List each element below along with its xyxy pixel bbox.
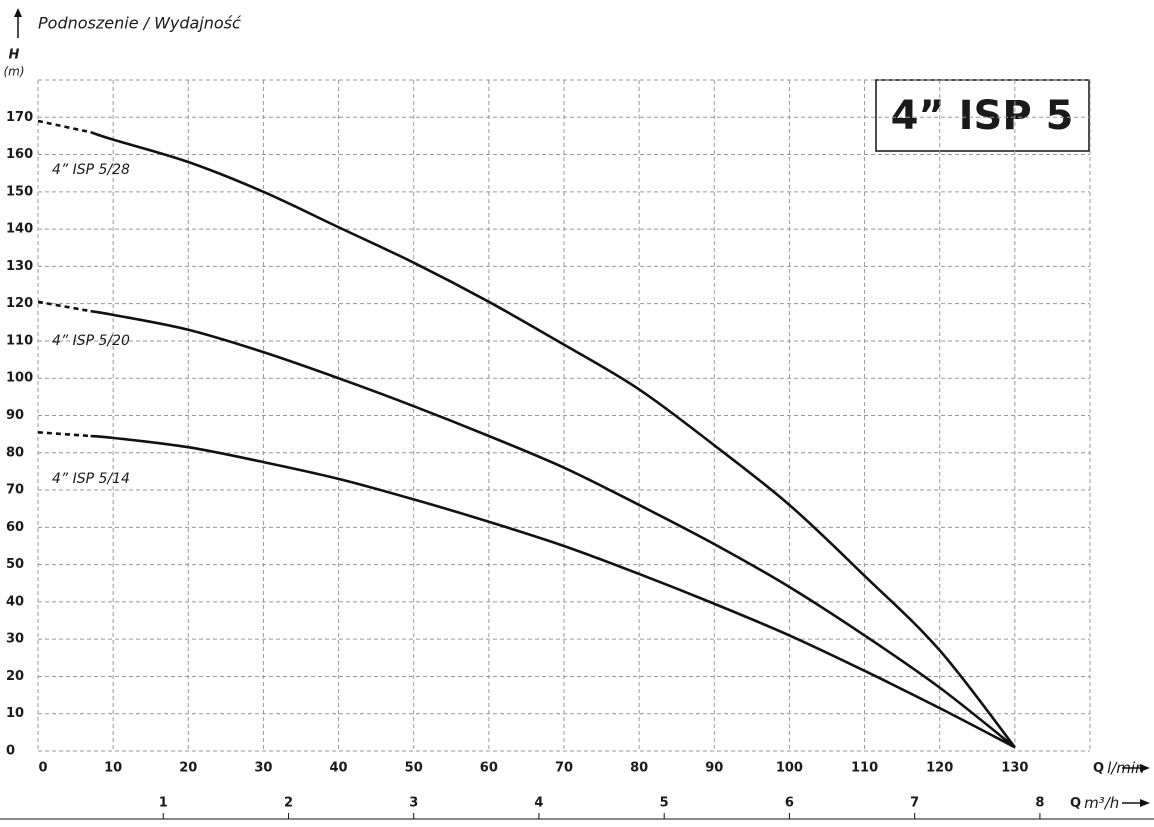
x2-tick-label: 7 [910, 796, 919, 811]
y-tick-label: 160 [6, 147, 33, 162]
y-tick-label: 80 [6, 445, 24, 460]
y-tick-label: 20 [6, 669, 24, 684]
curve [90, 434, 1016, 749]
y-unit: (m) [3, 65, 24, 79]
x2-tick-label: 5 [660, 796, 669, 811]
x2-tick-label: 8 [1035, 796, 1044, 811]
x-arrow-head [1140, 764, 1150, 772]
y-tick-label: 0 [6, 744, 15, 759]
curve-extrapolated [37, 430, 91, 438]
x-tick-label: 0 [38, 761, 47, 776]
y-tick-label: 170 [6, 110, 33, 125]
y-tick-label: 40 [6, 594, 24, 609]
y-tick-label: 130 [6, 259, 33, 274]
curve-label: 4” ISP 5/14 [52, 471, 130, 487]
curve [90, 309, 1016, 749]
x-tick-label: 30 [254, 761, 272, 776]
y-tick-label: 100 [6, 371, 33, 386]
x-tick-label: 90 [705, 761, 723, 776]
x-tick-label: 80 [630, 761, 648, 776]
x-tick-label: 120 [926, 761, 953, 776]
x-symbol: Q [1093, 761, 1104, 776]
y-tick-label: 90 [6, 408, 24, 423]
y-tick-label: 70 [6, 483, 24, 498]
x-tick-label: 130 [1001, 761, 1028, 776]
y-label: H [9, 48, 20, 63]
chart-title: 4” ISP 5 [891, 93, 1074, 139]
subtitle: Podnoszenie / Wydajność [38, 14, 242, 33]
curve-label: 4” ISP 5/20 [52, 333, 130, 349]
curve-extrapolated [37, 300, 91, 313]
plot-layer: 0102030405060708090100110120130140150160… [6, 79, 1091, 819]
x-tick-label: 20 [179, 761, 197, 776]
x-tick-label: 40 [330, 761, 348, 776]
y-tick-label: 50 [6, 557, 24, 572]
x-tick-label: 60 [480, 761, 498, 776]
x2-symbol: Q [1070, 796, 1081, 811]
x2-unit: m³/h [1084, 794, 1119, 812]
y-tick-label: 10 [6, 706, 24, 721]
y-tick-label: 110 [6, 333, 33, 348]
y-tick-label: 140 [6, 222, 33, 237]
x-tick-label: 10 [104, 761, 122, 776]
curve [90, 130, 1016, 749]
y-arrow-head [14, 8, 22, 17]
x-tick-label: 70 [555, 761, 573, 776]
y-tick-label: 120 [6, 296, 33, 311]
y-tick-label: 30 [6, 632, 24, 647]
curve-label: 4” ISP 5/28 [52, 162, 130, 178]
title-box [875, 79, 1090, 152]
x-tick-label: 110 [851, 761, 878, 776]
y-tick-label: 60 [6, 520, 24, 535]
x-tick-label: 100 [776, 761, 803, 776]
x2-arrow-head [1140, 799, 1150, 807]
x2-tick-label: 2 [284, 796, 293, 811]
y-tick-label: 150 [6, 184, 33, 199]
x2-tick-label: 4 [534, 796, 543, 811]
curve-extrapolated [37, 119, 91, 134]
x2-tick-label: 3 [409, 796, 418, 811]
x2-tick-label: 6 [785, 796, 794, 811]
x2-tick-label: 1 [159, 796, 168, 811]
x-tick-label: 50 [405, 761, 423, 776]
